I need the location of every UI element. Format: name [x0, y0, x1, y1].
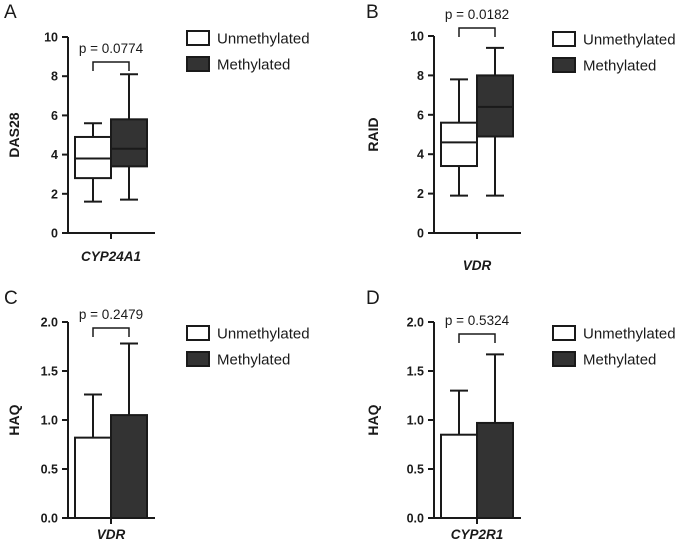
legend-label-methylated: Methylated — [583, 58, 656, 75]
panel-letter: B — [366, 2, 379, 23]
panel-letter: C — [4, 288, 18, 309]
p-value-label: p = 0.0182 — [445, 7, 509, 22]
y-tick-label: 1.5 — [407, 365, 424, 379]
y-tick-label: 2 — [51, 187, 58, 201]
y-tick-label: 0 — [51, 227, 58, 241]
y-tick-label: 10 — [44, 31, 58, 45]
x-axis-label: CYP24A1 — [81, 249, 141, 264]
y-axis-label: DAS28 — [6, 112, 22, 157]
y-tick-label: 8 — [417, 69, 424, 83]
bar-methylated — [110, 414, 148, 520]
x-axis-label: VDR — [97, 527, 126, 542]
legend-swatch-methylated — [186, 351, 210, 367]
legend-label-methylated: Methylated — [583, 352, 656, 369]
p-value-label: p = 0.5324 — [445, 313, 510, 328]
y-tick-label: 2.0 — [407, 316, 424, 330]
legend-label-methylated: Methylated — [217, 57, 290, 74]
p-value-label: p = 0.2479 — [79, 307, 143, 322]
y-tick-label: 4 — [51, 148, 58, 162]
y-tick-label: 1.0 — [407, 414, 424, 428]
y-tick-label: 10 — [410, 30, 424, 44]
panel-c: C 0.0 0.5 1.0 1.5 2.0 HAQ VDR p = 0.2479 Unmethyl… — [4, 288, 310, 542]
y-axis-label: HAQ — [365, 404, 381, 435]
y-axis-label: HAQ — [6, 404, 22, 435]
x-axis-label: VDR — [463, 258, 492, 273]
y-tick-label: 6 — [51, 109, 58, 123]
x-axis-label: CYP2R1 — [451, 527, 504, 542]
legend-swatch-unmethylated — [186, 30, 210, 46]
y-tick-label: 0.5 — [41, 463, 58, 477]
box-unmethylated — [440, 121, 478, 168]
legend-swatch-methylated — [186, 56, 210, 72]
p-value-label: p = 0.0774 — [79, 41, 144, 56]
y-axis-label: RAID — [365, 117, 381, 151]
bar-methylated — [476, 421, 514, 519]
legend-label-unmethylated: Unmethylated — [217, 326, 310, 343]
y-tick-label: 1.5 — [41, 365, 58, 379]
significance-bracket — [458, 27, 496, 37]
legend-swatch-unmethylated — [186, 325, 210, 341]
panel-letter: A — [4, 2, 17, 23]
y-tick-label: 0.0 — [407, 512, 424, 526]
y-tick-label: 0 — [417, 227, 424, 241]
legend-label-methylated: Methylated — [217, 352, 290, 369]
y-tick-label: 8 — [51, 70, 58, 84]
legend-label-unmethylated: Unmethylated — [583, 326, 676, 343]
y-tick-label: 0.5 — [407, 463, 424, 477]
bar-unmethylated — [74, 436, 112, 520]
significance-bracket — [92, 61, 130, 71]
y-tick-label: 1.0 — [41, 414, 58, 428]
panel-a: A 0 2 4 6 8 10 DAS28 CYP24A1 p = 0.0774 Unmethylat… — [4, 2, 310, 264]
significance-bracket — [92, 327, 130, 337]
y-tick-label: 2 — [417, 187, 424, 201]
y-tick-label: 4 — [417, 148, 424, 162]
legend-swatch-methylated — [552, 351, 576, 367]
legend-swatch-unmethylated — [552, 325, 576, 341]
box-methylated — [110, 118, 148, 168]
y-tick-label: 0.0 — [41, 512, 58, 526]
legend-swatch-methylated — [552, 57, 576, 73]
legend-label-unmethylated: Unmethylated — [217, 31, 310, 48]
panel-b: B 0 2 4 6 8 10 RAID VDR p = 0.0182 Unmethylated Met… — [365, 2, 676, 273]
legend-label-unmethylated: Unmethylated — [583, 32, 676, 49]
significance-bracket — [458, 333, 496, 343]
panel-d: D 0.0 0.5 1.0 1.5 2.0 HAQ CYP2R1 p = 0.5324 Unmet… — [365, 288, 676, 542]
legend-swatch-unmethylated — [552, 31, 576, 47]
bar-unmethylated — [440, 433, 478, 520]
panel-letter: D — [366, 288, 380, 309]
y-tick-label: 2.0 — [41, 316, 58, 330]
y-tick-label: 6 — [417, 108, 424, 122]
